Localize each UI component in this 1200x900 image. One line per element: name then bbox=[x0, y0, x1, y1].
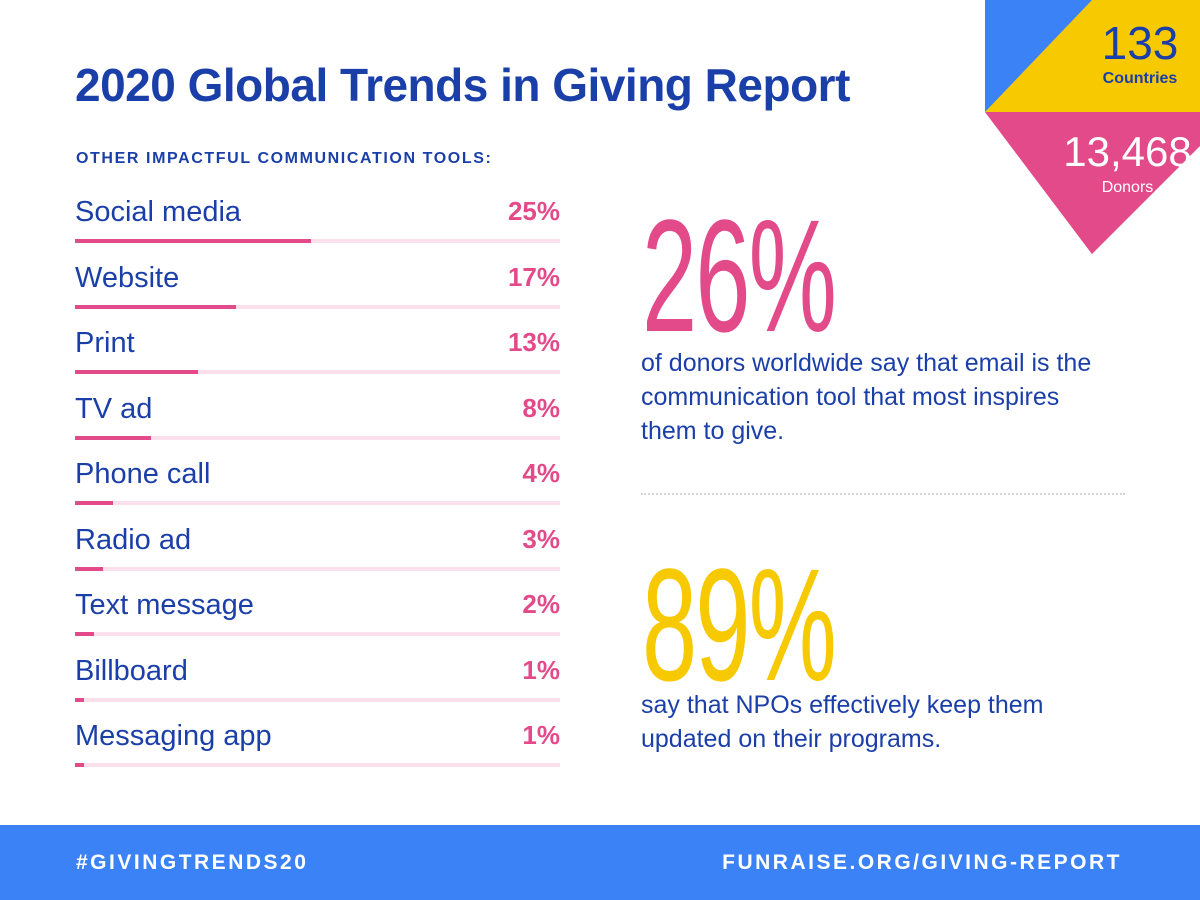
bar-value-label: 3% bbox=[522, 523, 560, 554]
stat-updates-description: say that NPOs effectively keep them upda… bbox=[641, 691, 1044, 753]
bar-label: Website bbox=[75, 261, 180, 294]
bar bbox=[75, 501, 113, 505]
bar-label: Print bbox=[75, 327, 135, 359]
bar-value-label: 8% bbox=[522, 392, 560, 423]
bar-label: Billboard bbox=[75, 654, 188, 687]
bar-track bbox=[75, 763, 560, 767]
bar bbox=[75, 697, 85, 702]
bar-row: Website 17% bbox=[75, 262, 560, 328]
bar-track bbox=[75, 304, 560, 309]
bar-row: TV ad 8% bbox=[75, 393, 560, 459]
bar-value-label: 2% bbox=[522, 589, 560, 619]
bar-track bbox=[75, 370, 560, 374]
bar-label: Text message bbox=[75, 589, 254, 621]
stat-email-percent: 26% bbox=[642, 186, 837, 365]
bar-track bbox=[75, 501, 560, 505]
bar-label: Messaging app bbox=[75, 720, 272, 752]
bar-row: Phone call 4% bbox=[75, 458, 560, 524]
bar-track bbox=[75, 697, 560, 702]
bar bbox=[75, 370, 198, 374]
bar-label: TV ad bbox=[75, 392, 153, 425]
badge-donors-label: Donors bbox=[1101, 179, 1154, 196]
bar-track bbox=[75, 435, 560, 440]
bar-track bbox=[75, 239, 560, 243]
bar-track bbox=[75, 632, 560, 636]
bar-row: Text message 2% bbox=[75, 589, 560, 655]
badge-countries-value: 133 bbox=[1101, 17, 1179, 69]
bar-label: Social media bbox=[75, 196, 242, 228]
badge-shapes bbox=[985, 0, 1200, 254]
bar-value-label: 13% bbox=[507, 327, 560, 357]
badge-yellow-triangle bbox=[985, 0, 1200, 112]
bar-label: Phone call bbox=[75, 458, 211, 490]
footer-hashtag[interactable]: #GIVINGTRENDS20 bbox=[76, 851, 309, 874]
footer-bar: #GIVINGTRENDS20 FUNRAISE.ORG/GIVING-REPO… bbox=[0, 825, 1200, 900]
corner-badge: 133 Countries 13,468 Donors bbox=[985, 0, 1200, 255]
page-title: 2020 Global Trends in Giving Report bbox=[75, 59, 850, 111]
bar-value-label: 1% bbox=[522, 654, 560, 685]
stat-updates-percent: 89% bbox=[642, 535, 837, 714]
bar-value-label: 25% bbox=[507, 196, 560, 226]
bar bbox=[75, 763, 85, 767]
bar bbox=[75, 632, 94, 636]
bar-chart: Social media 25% Website 17% Print 13% TV ad 8%… bbox=[75, 0, 560, 900]
divider bbox=[641, 493, 1125, 495]
bar bbox=[75, 566, 104, 571]
bar-row: Social media 25% bbox=[75, 196, 560, 262]
bar bbox=[75, 239, 312, 243]
bar bbox=[75, 304, 236, 309]
footer-url-link[interactable]: FUNRAISE.ORG/GIVING-REPORT bbox=[722, 851, 1122, 874]
bar-row: Radio ad 3% bbox=[75, 524, 560, 590]
bar-row: Billboard 1% bbox=[75, 655, 560, 721]
bar bbox=[75, 435, 151, 440]
stat-email-description: of donors worldwide say that email is th… bbox=[641, 349, 1092, 445]
bar-value-label: 1% bbox=[522, 720, 560, 750]
bar-value-label: 4% bbox=[522, 458, 560, 488]
chart-title: OTHER IMPACTFUL COMMUNICATION TOOLS: bbox=[76, 150, 493, 167]
badge-countries-label: Countries bbox=[1102, 70, 1178, 87]
bar-row: Print 13% bbox=[75, 327, 560, 393]
badge-donors-value: 13,468 bbox=[1063, 128, 1192, 175]
bar-track bbox=[75, 566, 560, 571]
badge-pink-shape bbox=[985, 112, 1200, 254]
bar-row: Messaging app 1% bbox=[75, 720, 560, 786]
bar-value-label: 17% bbox=[507, 261, 560, 292]
bar-label: Radio ad bbox=[75, 523, 192, 556]
